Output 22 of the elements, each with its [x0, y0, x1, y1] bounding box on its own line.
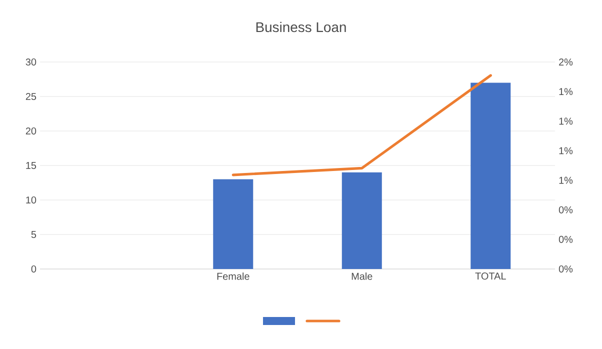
y2-tick-label: 0%: [558, 206, 573, 214]
bar: [470, 82, 511, 269]
y2-tick-label: 1%: [559, 88, 573, 96]
y-tick-label: 20: [26, 127, 36, 135]
y-tick-label: 25: [26, 92, 36, 100]
y-tick-label: 10: [26, 196, 36, 204]
x-tick-label: Male: [352, 272, 372, 280]
x-tick-label: TOTAL: [475, 272, 506, 280]
y2-tick-label: 1%: [559, 118, 573, 125]
y-tick-label: 0: [31, 265, 36, 273]
y2-tick-label: 1%: [559, 176, 573, 184]
bar: [342, 172, 382, 269]
x-tick-label: Female: [217, 272, 250, 280]
y-tick-label: 15: [26, 162, 36, 169]
y2-tick-label: 1%: [559, 147, 573, 154]
y2-tick-label: 2%: [559, 58, 573, 66]
y2-tick-label: 0%: [558, 265, 573, 273]
y-tick-label: 30: [26, 58, 36, 66]
bar: [213, 179, 254, 269]
chart-title: Business Loan: [256, 22, 346, 32]
y-tick-label: 5: [31, 231, 36, 238]
y2-tick-label: 0%: [558, 236, 573, 243]
